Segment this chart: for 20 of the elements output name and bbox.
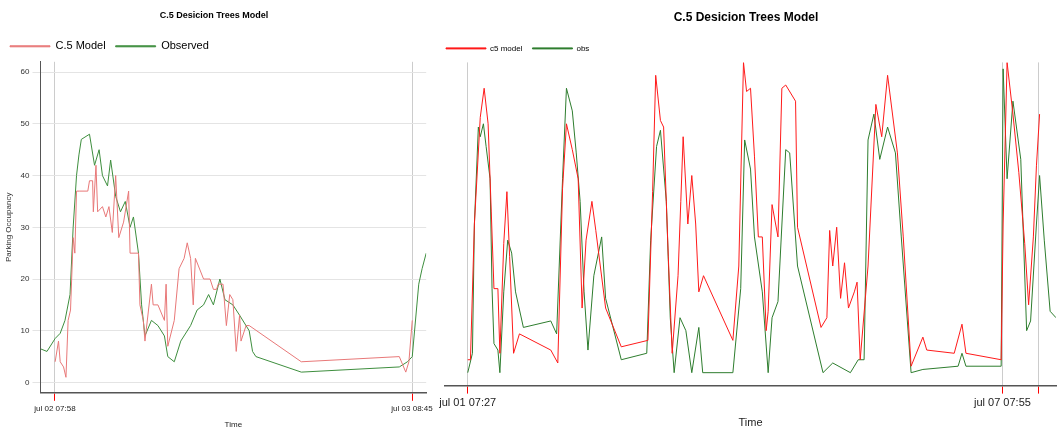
chart-title: C.5 Desicion Trees Model	[159, 9, 269, 20]
y-tick-label: 0	[25, 377, 31, 387]
x-axis-title: Time	[224, 420, 243, 430]
y-axis-title: Parking Occupancy	[4, 192, 13, 262]
chart-title: C.5 Desicion Trees Model	[673, 9, 819, 24]
x-tick-label: jul 03 08:45	[390, 403, 434, 413]
legend-label: obs	[576, 43, 590, 53]
x-tick-label: jul 01 07:27	[438, 396, 497, 409]
x-tick-label: jul 02 07:58	[33, 403, 77, 413]
legend-label: Observed	[161, 39, 209, 52]
x-axis-title: Time	[738, 416, 763, 429]
y-tick-label: 40	[20, 170, 31, 180]
legend-label: C.5 Model	[55, 39, 106, 52]
legend-label: c5 model	[490, 43, 523, 53]
y-tick-label: 10	[20, 325, 31, 335]
y-tick-label: 60	[20, 67, 31, 77]
x-tick-label: jul 07 07:55	[973, 396, 1031, 409]
y-tick-label: 30	[20, 222, 31, 232]
y-tick-label: 20	[20, 274, 31, 284]
y-tick-label: 50	[20, 119, 31, 129]
